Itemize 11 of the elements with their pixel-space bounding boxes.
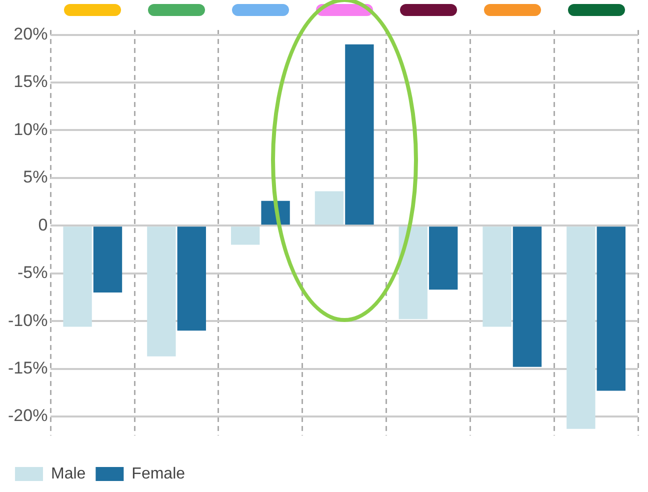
legend-label: Male	[51, 465, 86, 482]
y-tick-label: 20%	[14, 24, 48, 44]
y-tick-label: -10%	[8, 310, 48, 330]
legend-label: Female	[132, 465, 186, 482]
y-tick-label: -15%	[8, 358, 48, 378]
y-tick-label: 15%	[14, 72, 48, 92]
y-tick-label: -5%	[17, 263, 48, 282]
y-tick-label: 10%	[14, 120, 48, 139]
y-tick-label: 5%	[23, 168, 48, 187]
y-tick-label: 0	[38, 215, 48, 234]
y-tick-label: -20%	[8, 406, 48, 426]
